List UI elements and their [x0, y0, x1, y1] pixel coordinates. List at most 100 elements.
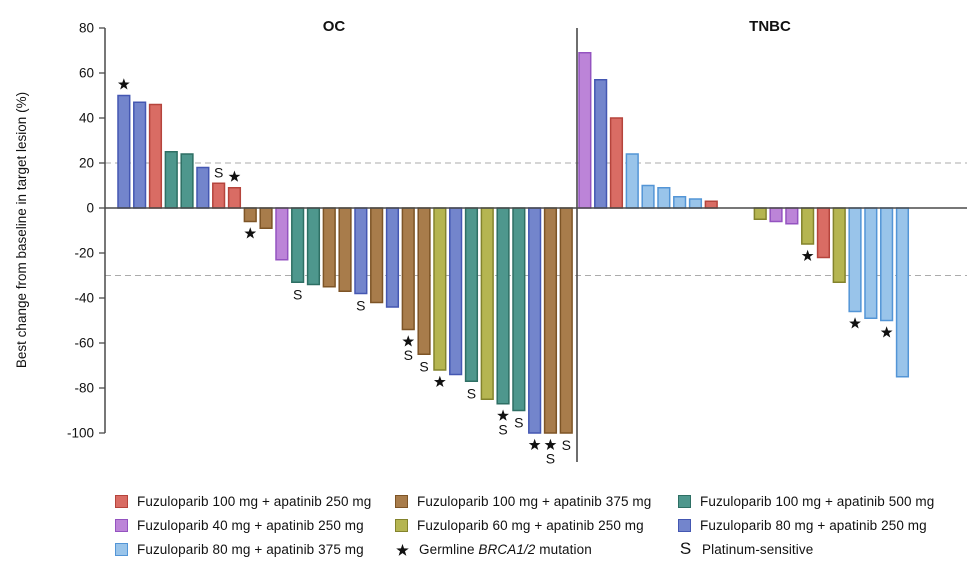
- legend-swatch-indigo: [678, 518, 691, 532]
- platinum-sensitive-marker: S: [546, 451, 555, 467]
- legend-item: Fuzuloparib 80 mg + apatinib 375 mg: [115, 540, 364, 558]
- bar: [243, 207, 257, 223]
- bar: [401, 207, 415, 331]
- bar: [133, 101, 147, 209]
- platinum-sensitive-symbol: S: [679, 539, 692, 558]
- bar: [464, 207, 479, 382]
- legend-item: Fuzuloparib 100 mg + apatinib 250 mg: [115, 492, 371, 510]
- panel-title-oc: OC: [323, 18, 346, 35]
- legend-label: Fuzuloparib 80 mg + apatinib 250 mg: [700, 517, 927, 533]
- bar: [306, 207, 321, 286]
- bar: [385, 207, 400, 308]
- legend-swatch-yellow: [395, 518, 408, 532]
- bar: [291, 207, 305, 283]
- platinum-sensitive-marker: S: [498, 421, 507, 437]
- platinum-sensitive-marker: S: [467, 385, 476, 401]
- brca-mutation-marker: [497, 409, 509, 421]
- bar: [496, 207, 510, 405]
- platinum-sensitive-marker: S: [562, 437, 571, 453]
- brca-mutation-marker: [402, 335, 415, 347]
- bar: [880, 207, 894, 322]
- platinum-sensitive-marker: S: [356, 298, 365, 314]
- platinum-sensitive-marker: S: [419, 358, 428, 374]
- platinum-sensitive-marker: S: [293, 286, 302, 302]
- germline-mutation-star-icon: [396, 543, 409, 556]
- bar: [609, 117, 624, 209]
- bar: [895, 207, 910, 378]
- bar: [641, 184, 655, 209]
- legend-label: Germline BRCA1/2 mutation: [419, 541, 592, 557]
- bar: [864, 207, 878, 319]
- legend-swatch-skyblue: [115, 542, 128, 556]
- panel-title-tnbc: TNBC: [749, 18, 791, 35]
- legend-label: Fuzuloparib 40 mg + apatinib 250 mg: [137, 517, 364, 533]
- brca-mutation-marker: [117, 78, 130, 90]
- brca-mutation-marker: [880, 326, 893, 338]
- y-tick-label: 20: [79, 156, 94, 171]
- bar: [801, 207, 815, 245]
- bar: [212, 182, 226, 209]
- legend-label: Fuzuloparib 100 mg + apatinib 375 mg: [417, 493, 652, 509]
- bar: [480, 207, 494, 400]
- bar: [164, 151, 178, 209]
- brca-mutation-marker: [244, 227, 257, 239]
- bar: [227, 187, 242, 209]
- bar: [704, 200, 718, 209]
- bar: [449, 207, 463, 376]
- bar: [354, 207, 368, 295]
- bar: [259, 207, 273, 229]
- legend-swatch-purple: [115, 518, 128, 532]
- y-tick-label: -60: [74, 336, 94, 351]
- waterfall-chart: 80 60 40 20 0 -20 -40 -60 -80 -100 Best change fro…: [14, 18, 967, 467]
- bar: [848, 207, 862, 313]
- brca-mutation-marker: [801, 249, 814, 262]
- legend-swatch-brown: [395, 494, 408, 508]
- bar: [417, 207, 431, 355]
- bar: [785, 207, 799, 225]
- bar: [816, 207, 831, 259]
- bar: [196, 166, 210, 209]
- bar: [117, 94, 131, 209]
- legend-item: Fuzuloparib 60 mg + apatinib 250 mg: [395, 516, 644, 534]
- y-tick-label: 60: [79, 66, 94, 81]
- legend-item: Fuzuloparib 100 mg + apatinib 375 mg: [395, 492, 651, 510]
- bar: [370, 207, 384, 304]
- y-tick-label: 80: [79, 21, 94, 36]
- y-tick-label: -80: [74, 381, 94, 396]
- bar: [753, 207, 767, 220]
- y-axis-label: Best change from baseline in target lesi…: [14, 92, 29, 368]
- legend-label: Fuzuloparib 100 mg + apatinib 250 mg: [137, 493, 372, 509]
- legend-item: S Platinum-sensitive: [678, 540, 813, 558]
- bar: [528, 207, 542, 434]
- bar: [338, 207, 352, 292]
- legend-label: Fuzuloparib 60 mg + apatinib 250 mg: [417, 517, 644, 533]
- legend-item: Fuzuloparib 40 mg + apatinib 250 mg: [115, 516, 364, 534]
- brca-mutation-marker: [433, 375, 446, 388]
- bar: [594, 79, 608, 209]
- y-tick-label: -40: [74, 291, 94, 306]
- y-tick-label: 0: [86, 201, 94, 216]
- bar: [148, 103, 163, 209]
- brca-mutation-marker: [544, 438, 557, 451]
- legend-item: Fuzuloparib 80 mg + apatinib 250 mg: [678, 516, 927, 534]
- legend-label: Platinum-sensitive: [702, 541, 814, 557]
- legend-label: Fuzuloparib 80 mg + apatinib 375 mg: [137, 541, 364, 557]
- brca-mutation-marker: [849, 317, 861, 329]
- bar: [322, 207, 336, 288]
- bar: [832, 207, 846, 283]
- bar: [578, 52, 592, 209]
- bar: [180, 153, 194, 209]
- y-tick-label: 40: [79, 111, 94, 126]
- bar: [433, 207, 447, 371]
- legend-label: Fuzuloparib 100 mg + apatinib 500 mg: [700, 493, 935, 509]
- bar: [688, 198, 703, 209]
- bar: [657, 187, 671, 209]
- bar: [543, 207, 558, 434]
- legend-swatch-red: [115, 494, 128, 508]
- brca-mutation-marker: [528, 438, 541, 451]
- legend-swatch-teal: [678, 494, 691, 508]
- y-tick-label: -20: [74, 246, 94, 261]
- brca-mutation-marker: [228, 170, 241, 182]
- bar: [559, 207, 573, 434]
